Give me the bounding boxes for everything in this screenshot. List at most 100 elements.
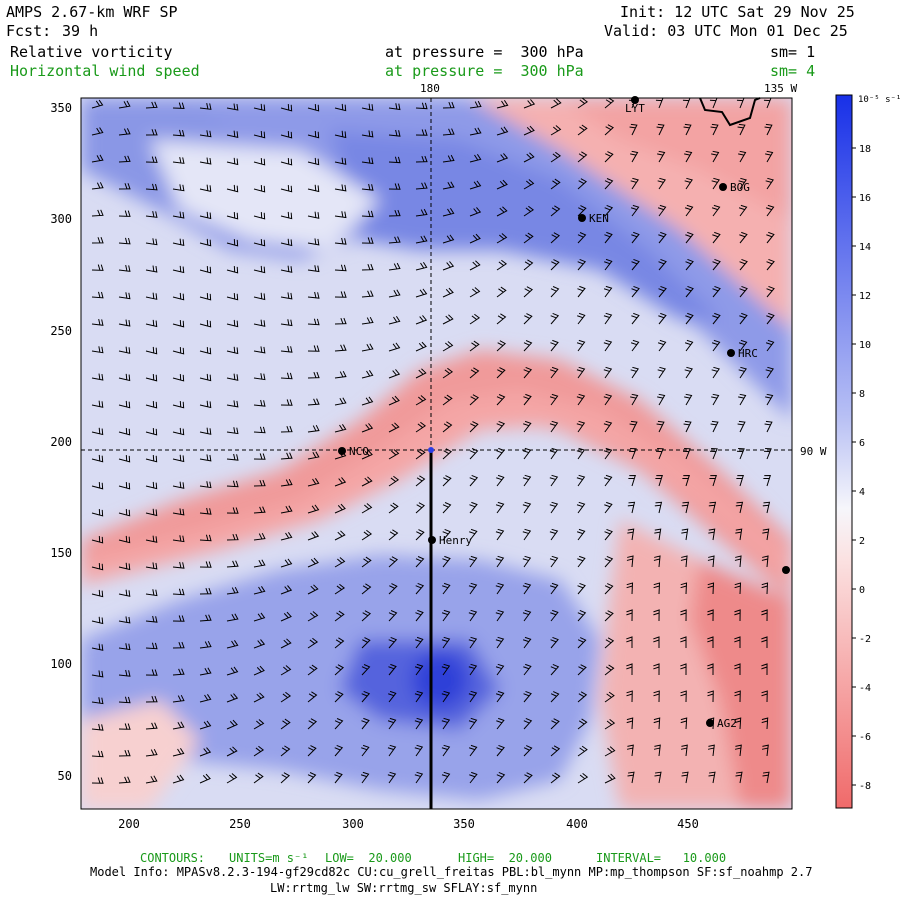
wind-barb — [761, 663, 768, 676]
wind-barb — [657, 150, 666, 163]
wind-barb — [549, 474, 559, 487]
wind-barb — [680, 555, 688, 568]
wind-barb — [199, 694, 212, 703]
wind-barb — [118, 428, 131, 436]
wind-barb — [657, 177, 666, 190]
wind-barb — [469, 154, 482, 163]
wind-barb — [523, 152, 535, 163]
wind-barb — [523, 663, 532, 676]
wind-barb — [762, 771, 770, 784]
wind-barb — [549, 528, 559, 541]
wind-barb — [761, 690, 768, 703]
wind-barb — [388, 610, 398, 622]
wind-barb — [765, 393, 774, 406]
wind-barb — [280, 425, 293, 433]
wind-barb — [681, 528, 689, 541]
wind-barb — [734, 717, 742, 730]
wind-barb — [604, 151, 614, 163]
wind-barb — [765, 339, 775, 352]
wind-barb — [707, 609, 714, 622]
wind-barb — [361, 503, 373, 514]
wind-barb — [334, 530, 346, 541]
wind-barb — [226, 480, 239, 488]
y-tick: 300 — [50, 212, 72, 226]
wind-barb — [762, 501, 771, 514]
wind-barb — [653, 744, 661, 757]
wind-barb — [91, 237, 104, 244]
wind-barb — [118, 589, 131, 597]
wind-barb — [172, 454, 185, 463]
station-bog: BOG — [730, 181, 750, 194]
wind-barb — [415, 208, 428, 217]
wind-barb — [682, 474, 690, 487]
wind-barb — [658, 312, 667, 325]
wind-barb — [680, 636, 687, 649]
wind-barb — [388, 316, 401, 325]
wind-barb — [361, 744, 370, 757]
wind-barb — [469, 474, 479, 487]
wind-barb — [442, 287, 454, 298]
wind-barb — [761, 717, 769, 730]
wind-barb — [118, 562, 131, 571]
wind-barb — [657, 366, 666, 379]
wind-barb — [253, 612, 266, 622]
wind-barb — [172, 129, 185, 137]
wind-barb — [253, 265, 266, 274]
wind-barb — [765, 204, 775, 217]
wind-barb — [441, 690, 451, 703]
y-tick: 100 — [50, 657, 72, 671]
wind-barb — [118, 128, 131, 136]
wind-barb — [684, 339, 694, 352]
wind-barb — [415, 315, 428, 325]
wind-barb — [388, 262, 401, 271]
wind-barb — [145, 183, 158, 191]
cross-section-top-marker — [428, 447, 434, 453]
wind-barb — [523, 286, 533, 298]
colorbar: 10⁻⁵ s⁻¹ 18 16 14 12 10 8 6 4 2 0 -2 -4 -6 -8 — [835, 94, 900, 809]
station-edge-marker — [782, 566, 790, 574]
wind-barb — [334, 397, 347, 406]
wind-barb — [734, 744, 742, 757]
contours-interval: INTERVAL= 10.000 — [596, 851, 727, 865]
coastline — [699, 97, 761, 127]
wind-barb — [469, 501, 478, 514]
wind-barb — [469, 771, 478, 784]
wind-barb — [707, 636, 714, 649]
wind-barb — [307, 745, 317, 757]
init-time: Init: 12 UTC Sat 29 Nov 25 — [620, 3, 855, 21]
wind-barb — [442, 234, 455, 244]
wind-barb — [550, 151, 561, 163]
wind-barb — [118, 292, 131, 300]
wind-barb — [226, 613, 239, 622]
wind-barb — [280, 345, 293, 353]
wind-barb — [253, 103, 266, 112]
wind-barb — [388, 556, 399, 568]
wind-barb — [707, 582, 715, 595]
wind-barb — [550, 339, 559, 352]
wind-barb — [226, 427, 239, 435]
wind-barb — [577, 582, 586, 595]
wind-barb — [361, 610, 372, 622]
wind-barb — [226, 666, 239, 676]
wind-barb — [307, 637, 319, 649]
wind-barb — [172, 265, 185, 274]
wind-barb — [658, 231, 667, 244]
wind-barb — [387, 717, 397, 730]
wind-barb — [334, 637, 345, 649]
wind-barb — [682, 98, 691, 109]
wind-barb — [415, 182, 428, 190]
wind-barb — [334, 291, 347, 298]
wind-barb — [145, 722, 158, 730]
wind-barb — [172, 320, 185, 328]
wind-barb — [91, 454, 104, 463]
contours-units: UNITS=m s⁻¹ — [229, 851, 309, 865]
wind-barb — [468, 717, 478, 730]
wind-barb — [361, 263, 374, 271]
wind-barb — [765, 150, 774, 163]
wind-barb — [441, 609, 451, 622]
wind-barb — [199, 561, 212, 568]
wind-barb — [280, 665, 292, 676]
wind-barb — [361, 183, 374, 191]
colorbar-units: 10⁻⁵ s⁻¹ — [858, 95, 900, 105]
